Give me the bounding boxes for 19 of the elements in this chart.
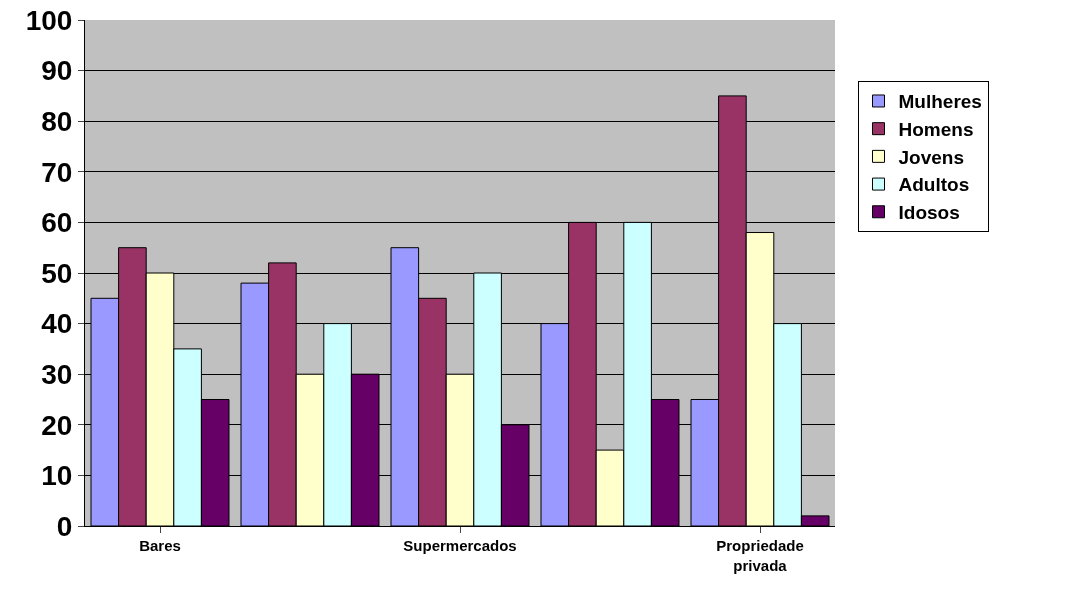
y-tick-label: 70 (41, 156, 73, 188)
legend-label: Jovens (898, 146, 964, 168)
legend-label: Adultos (898, 174, 970, 196)
x-tick-label: Supermercados (403, 537, 517, 554)
y-tick-label: 20 (41, 409, 73, 441)
legend-label: Mulheres (898, 91, 982, 113)
y-tick-label: 40 (41, 308, 73, 340)
x-tick-label: Bares (139, 537, 181, 554)
x-tick-label: Propriedade privada (716, 537, 804, 574)
y-tick-label: 50 (41, 257, 73, 289)
y-tick-label: 100 (25, 4, 73, 36)
legend-label: Homens (898, 119, 974, 141)
y-tick-label: 0 (56, 510, 73, 542)
y-tick-label: 80 (41, 106, 73, 137)
legend-label: Idosos (898, 202, 960, 224)
y-tick-label: 90 (41, 55, 73, 87)
y-tick-label: 30 (41, 359, 73, 390)
y-tick-label: 60 (41, 207, 73, 239)
y-tick-label: 10 (41, 460, 73, 492)
